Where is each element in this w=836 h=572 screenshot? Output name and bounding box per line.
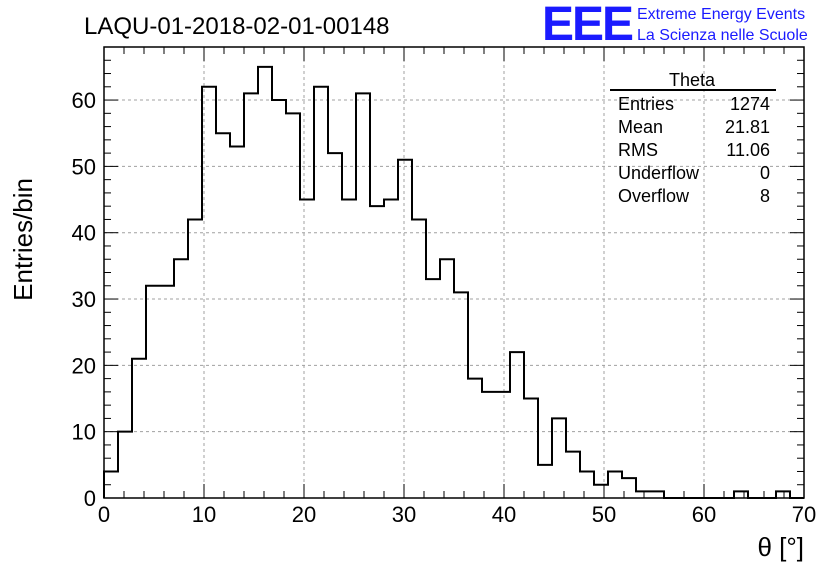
brand-line-2: La Scienza nelle Scuole	[637, 27, 808, 44]
histogram-bin	[300, 200, 314, 498]
x-tick-label: 10	[192, 502, 216, 527]
histogram-bin	[132, 359, 146, 498]
stats-value: 8	[760, 186, 770, 206]
histogram-bin	[160, 286, 174, 498]
x-tick-label: 60	[692, 502, 716, 527]
histogram-bin	[496, 392, 510, 498]
histogram-bin	[118, 432, 132, 498]
histogram-bin	[524, 399, 538, 498]
stats-label: RMS	[618, 140, 658, 160]
histogram-bin	[216, 133, 230, 498]
histogram-bins	[104, 67, 790, 498]
stats-value: 0	[760, 163, 770, 183]
histogram-outline	[103, 65, 804, 499]
plot-frame	[103, 46, 805, 499]
y-tick-labels: 0 10 20 30 40 50 60	[72, 88, 96, 511]
histogram-bin	[398, 160, 412, 498]
histogram-bin	[440, 259, 454, 498]
x-tick-label: 40	[492, 502, 516, 527]
y-tick-label: 30	[72, 287, 96, 312]
histogram-bin	[370, 206, 384, 498]
y-tick-label: 60	[72, 88, 96, 113]
brand-logo: EEE	[542, 0, 633, 51]
histogram-bin	[356, 93, 370, 498]
histogram-bin	[426, 279, 440, 498]
histogram-bin	[244, 93, 258, 498]
histogram-bin	[468, 379, 482, 498]
x-tick-label: 20	[292, 502, 316, 527]
histogram-bin	[342, 200, 356, 498]
y-tick-label: 0	[84, 486, 96, 511]
histogram-bin	[552, 418, 566, 498]
histogram-bin	[314, 87, 328, 498]
x-tick-label: 70	[792, 502, 816, 527]
x-tick-label: 0	[98, 502, 110, 527]
y-tick-label: 10	[72, 420, 96, 445]
chart-title: LAQU-01-2018-02-01-00148	[84, 13, 390, 40]
stats-value: 21.81	[725, 117, 770, 137]
y-tick-label: 40	[72, 221, 96, 246]
stats-name: Theta	[669, 70, 716, 90]
stats-box: Theta Entries 1274 Mean 21.81 RMS 11.06 Underf…	[610, 70, 776, 206]
x-tick-label: 50	[592, 502, 616, 527]
stats-label: Overflow	[618, 186, 690, 206]
histogram-bin	[258, 67, 272, 498]
histogram-bin	[454, 292, 468, 498]
histogram-bin	[566, 452, 580, 498]
histogram-bin	[146, 286, 160, 498]
histogram-bin	[286, 113, 300, 498]
eee-brand: EEE Extreme Energy Events La Scienza nel…	[542, 0, 808, 51]
histogram-bin	[538, 465, 552, 498]
stats-label: Underflow	[618, 163, 700, 183]
x-axis-title: θ [°]	[757, 532, 804, 562]
axis-ticks	[103, 46, 805, 499]
stats-label: Mean	[618, 117, 663, 137]
histogram-bin	[412, 219, 426, 498]
stats-value: 1274	[730, 94, 770, 114]
histogram-bin	[594, 485, 608, 498]
histogram-bin	[230, 146, 244, 498]
histogram-bin	[328, 153, 342, 498]
histogram-bin	[608, 471, 622, 498]
x-tick-labels: 0 10 20 30 40 50 60 70	[98, 502, 816, 527]
y-axis-title: Entries/bin	[8, 178, 38, 301]
stats-value: 11.06	[726, 140, 770, 160]
histogram-bin	[482, 392, 496, 498]
stats-label: Entries	[618, 94, 674, 114]
y-tick-label: 20	[72, 353, 96, 378]
histogram-bin	[174, 259, 188, 498]
x-tick-label: 30	[392, 502, 416, 527]
histogram-bin	[384, 200, 398, 498]
grid-lines	[104, 47, 804, 498]
histogram-bin	[580, 471, 594, 498]
histogram-bin	[202, 87, 216, 498]
histogram-bin	[188, 219, 202, 498]
brand-line-1: Extreme Energy Events	[637, 6, 805, 23]
histogram-bin	[510, 352, 524, 498]
y-tick-label: 50	[72, 154, 96, 179]
